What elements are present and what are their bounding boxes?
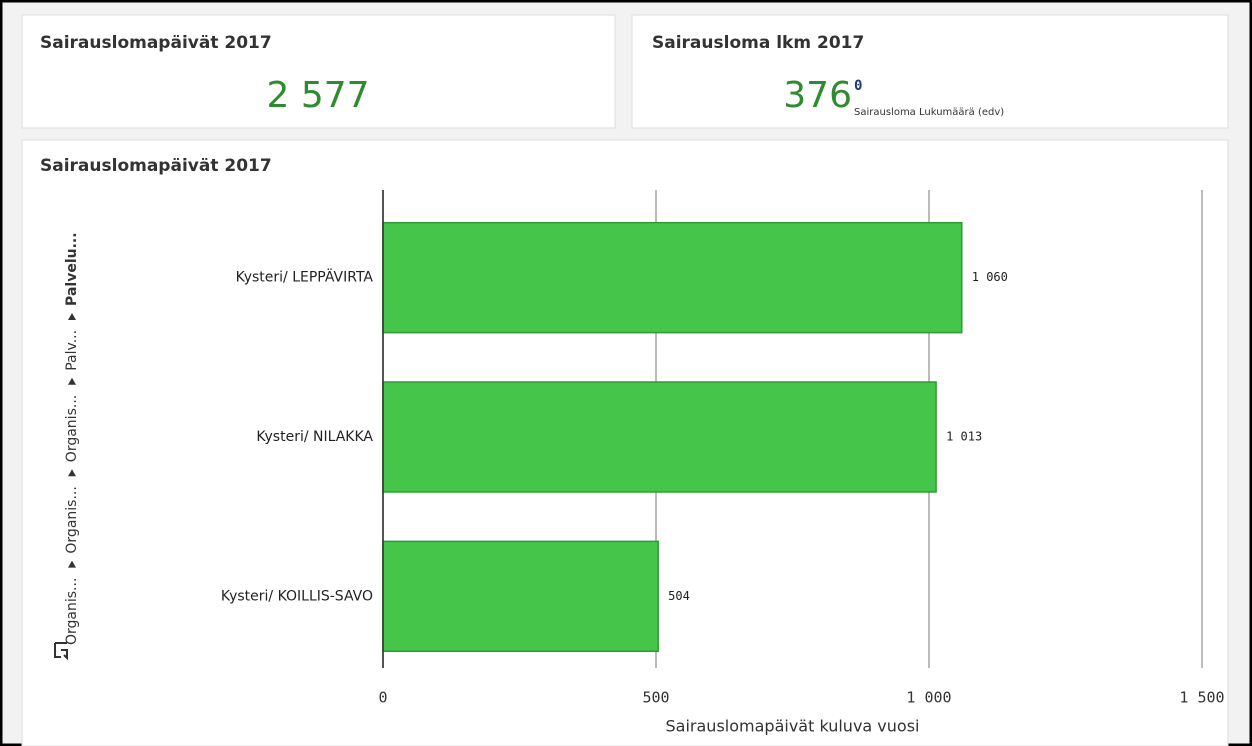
chart-title: Sairauslomapäivät 2017 bbox=[40, 156, 272, 176]
x-tick-label: 0 bbox=[378, 689, 387, 707]
breadcrumb-item: Palv... bbox=[64, 330, 80, 371]
category-label: Kysteri/ KOILLIS-SAVO bbox=[221, 588, 373, 604]
drill-icon bbox=[54, 642, 68, 661]
x-axis-title: Sairauslomapäivät kuluva vuosi bbox=[666, 717, 920, 736]
kpi-card bbox=[21, 14, 616, 129]
value-label: 1 013 bbox=[946, 430, 982, 444]
kpi-card bbox=[631, 14, 1229, 129]
breadcrumb: Organis... Organis... Organis... Palv... Pal… bbox=[64, 232, 80, 645]
kpi-secondary-label: Sairausloma Lukumäärä (edv) bbox=[854, 107, 1004, 118]
bar bbox=[382, 221, 963, 334]
kpi-value: 2 577 bbox=[266, 75, 369, 116]
breadcrumb-arrow bbox=[68, 560, 76, 568]
breadcrumb-item: Organis... bbox=[64, 578, 80, 645]
breadcrumb-item: Organis... bbox=[64, 486, 80, 553]
category-label: Kysteri/ LEPPÄVIRTA bbox=[236, 268, 374, 286]
bar bbox=[382, 540, 659, 653]
value-label: 504 bbox=[668, 589, 690, 603]
breadcrumb-item: Organis... bbox=[64, 395, 80, 462]
breadcrumb-item: Palvelu... bbox=[64, 232, 80, 305]
x-tick-label: 1 500 bbox=[1179, 689, 1224, 707]
x-tick-label: 1 000 bbox=[906, 689, 951, 707]
kpi-secondary: 0 bbox=[854, 78, 862, 94]
breadcrumb-arrow bbox=[68, 377, 76, 385]
category-label: Kysteri/ NILAKKA bbox=[256, 429, 373, 445]
value-label: 1 060 bbox=[972, 270, 1008, 284]
bar bbox=[382, 381, 937, 493]
kpi-title: Sairauslomapäivät 2017 bbox=[40, 33, 272, 53]
kpi-title: Sairausloma lkm 2017 bbox=[652, 33, 864, 53]
kpi-value: 376 bbox=[783, 75, 852, 116]
breadcrumb-arrow bbox=[68, 312, 76, 320]
breadcrumb-arrow bbox=[68, 469, 76, 477]
plot: 0 500 1 000 1 500 Sairauslomapäivät kuluva v… bbox=[221, 190, 1225, 736]
x-tick-label: 500 bbox=[642, 689, 669, 707]
